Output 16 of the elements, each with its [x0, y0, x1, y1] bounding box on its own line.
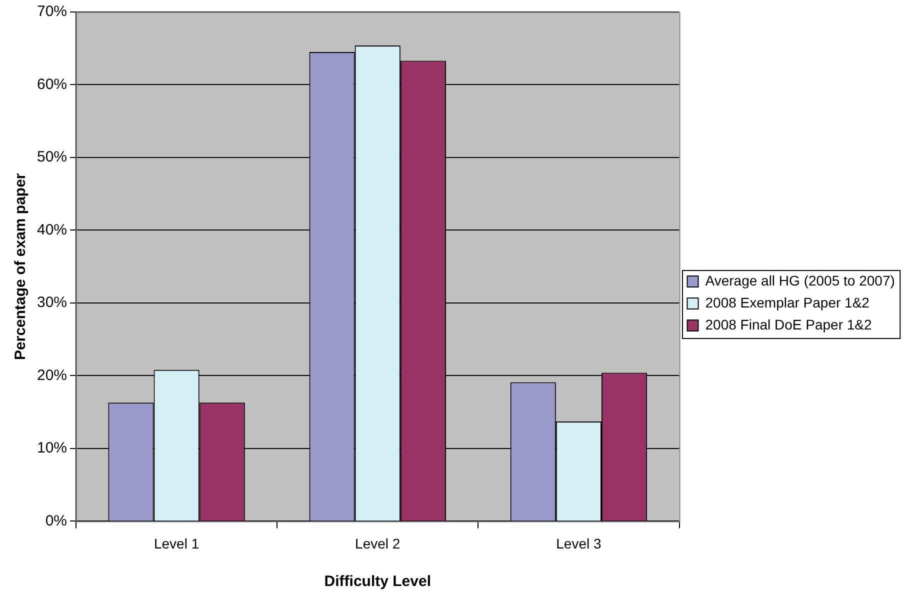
x-tick-label: Level 3 — [556, 535, 602, 552]
y-tick-label: 20% — [36, 366, 68, 384]
y-tick-label: 30% — [36, 294, 68, 312]
legend-label: Average all HG (2005 to 2007) — [705, 272, 895, 288]
x-tick-label: Level 1 — [154, 535, 200, 552]
y-tick-label: 70% — [36, 3, 68, 20]
y-tick-label: 50% — [36, 148, 68, 166]
legend-label: 2008 Exemplar Paper 1&2 — [705, 294, 870, 310]
legend-label: 2008 Final DoE Paper 1&2 — [705, 316, 872, 332]
y-tick-label: 40% — [36, 221, 68, 238]
y-tick-label: 0% — [45, 512, 68, 530]
y-axis-title: Percentage of exam paper — [12, 173, 30, 360]
y-tick-label: 60% — [36, 76, 68, 93]
x-tick-label: Level 2 — [355, 535, 400, 552]
x-axis-title: Difficulty Level — [324, 573, 431, 590]
y-tick-label: 10% — [36, 440, 68, 457]
